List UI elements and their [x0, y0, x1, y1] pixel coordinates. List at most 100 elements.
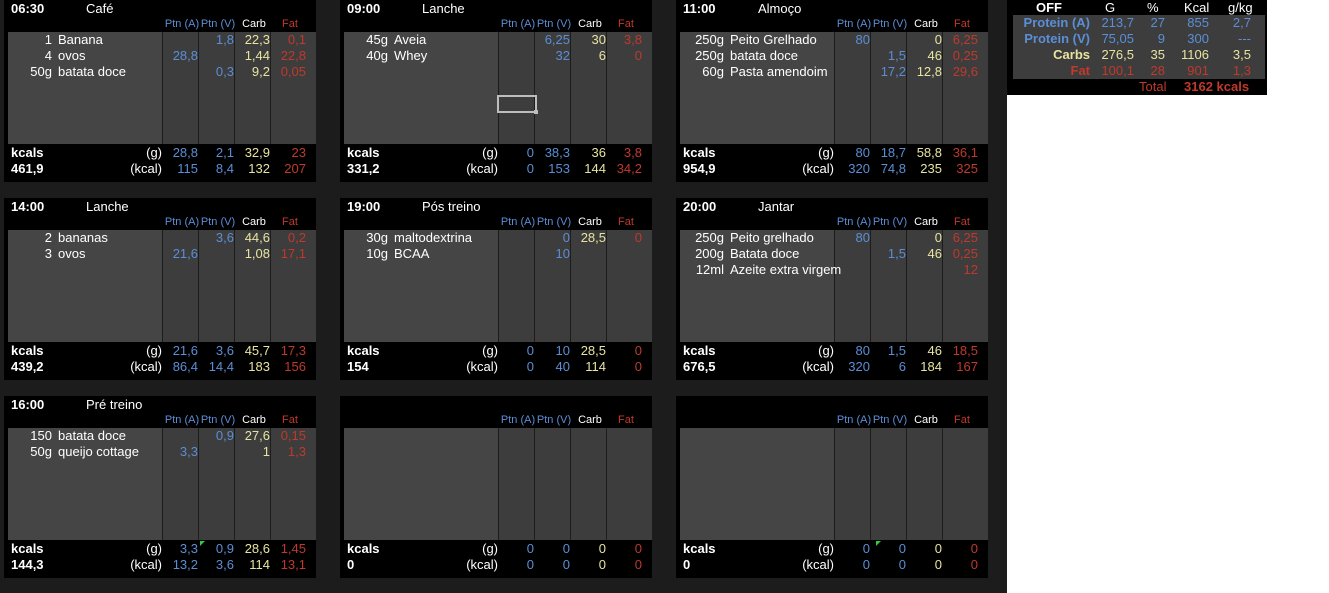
food-name[interactable]: Peito Grelhado [730, 32, 817, 47]
food-fat-value[interactable]: 0,15 [280, 428, 306, 443]
food-name[interactable]: Whey [394, 48, 428, 63]
meal-name[interactable]: Lanche [422, 1, 465, 16]
food-row[interactable]: 45g Aveia 6,25 30 3,8 [344, 32, 652, 48]
food-quantity[interactable]: 4 [44, 48, 52, 63]
food-quantity[interactable]: 3 [44, 246, 52, 261]
food-quantity[interactable]: 40g [366, 48, 388, 63]
food-carb-value[interactable]: 22,3 [244, 32, 270, 47]
meal-name[interactable]: Pré treino [86, 397, 143, 412]
food-name[interactable]: batata doce [730, 48, 798, 63]
food-quantity[interactable]: 50g [30, 444, 52, 459]
food-row[interactable]: 10g BCAA 10 [344, 246, 652, 262]
food-quantity[interactable]: 150 [30, 428, 52, 443]
food-name[interactable]: ovos [58, 48, 86, 63]
food-carb-value[interactable]: 1 [262, 444, 270, 459]
meal-time[interactable]: 19:00 [347, 199, 381, 214]
meal-time[interactable]: 16:00 [11, 397, 45, 412]
food-carb-value[interactable]: 44,6 [244, 230, 270, 245]
meal-time[interactable]: 09:00 [347, 1, 381, 16]
food-row[interactable]: 250g Peito grelhado 80 0 6,25 [680, 230, 988, 246]
food-row[interactable]: 40g Whey 32 6 0 [344, 48, 652, 64]
food-name[interactable]: Batata doce [730, 246, 800, 261]
food-row[interactable]: 150 batata doce 0,9 27,6 0,15 [8, 428, 316, 444]
food-pv-value[interactable]: 6,25 [544, 32, 570, 47]
food-name[interactable]: Peito grelhado [730, 230, 814, 245]
food-pv-value[interactable]: 3,6 [215, 230, 234, 245]
food-carb-value[interactable]: 0 [934, 230, 942, 245]
food-pv-value[interactable]: 0,3 [215, 64, 234, 79]
food-row[interactable]: 4 ovos 28,8 1,44 22,8 [8, 48, 316, 64]
food-carb-value[interactable]: 12,8 [916, 64, 942, 79]
food-name[interactable]: batata doce [58, 64, 126, 79]
food-carb-value[interactable]: 6 [598, 48, 606, 63]
food-fat-value[interactable]: 29,6 [952, 64, 978, 79]
food-name[interactable]: Azeite extra virgem [730, 262, 842, 277]
food-fat-value[interactable]: 12 [963, 262, 978, 277]
food-pa-value[interactable]: 80 [855, 230, 870, 245]
meal-time[interactable]: 11:00 [683, 1, 716, 16]
food-quantity[interactable]: 250g [695, 48, 724, 63]
food-fat-value[interactable]: 6,25 [952, 32, 978, 47]
food-name[interactable]: batata doce [58, 428, 126, 443]
food-name[interactable]: BCAA [394, 246, 430, 261]
food-quantity[interactable]: 250g [695, 230, 724, 245]
food-name[interactable]: queijo cottage [58, 444, 139, 459]
food-quantity[interactable]: 1 [44, 32, 52, 47]
food-carb-value[interactable]: 46 [927, 48, 942, 63]
food-carb-value[interactable]: 1,44 [244, 48, 270, 63]
meal-time[interactable]: 20:00 [683, 199, 717, 214]
food-pv-value[interactable]: 0,9 [215, 428, 234, 443]
food-name[interactable]: Aveia [394, 32, 427, 47]
food-quantity[interactable]: 50g [30, 64, 52, 79]
food-pv-value[interactable]: 17,2 [880, 64, 906, 79]
food-name[interactable]: maltodextrina [394, 230, 473, 245]
meal-name[interactable]: Lanche [86, 199, 129, 214]
meal-name[interactable]: Almoço [758, 1, 802, 16]
food-fat-value[interactable]: 1,3 [287, 444, 306, 459]
food-fat-value[interactable]: 22,8 [280, 48, 306, 63]
meal-name[interactable]: Pós treino [422, 199, 481, 214]
food-fat-value[interactable]: 0 [634, 230, 642, 245]
food-fat-value[interactable]: 0,25 [952, 246, 978, 261]
food-quantity[interactable]: 200g [695, 246, 724, 261]
food-row[interactable]: 250g batata doce 1,5 46 0,25 [680, 48, 988, 64]
food-row[interactable]: 2 bananas 3,6 44,6 0,2 [8, 230, 316, 246]
food-pv-value[interactable]: 1,5 [887, 48, 906, 63]
food-row[interactable]: 1 Banana 1,8 22,3 0,1 [8, 32, 316, 48]
food-quantity[interactable]: 45g [366, 32, 388, 47]
food-row[interactable]: 50g queijo cottage 3,3 1 1,3 [8, 444, 316, 460]
food-pv-value[interactable]: 1,5 [887, 246, 906, 261]
food-fat-value[interactable]: 0,25 [952, 48, 978, 63]
food-quantity[interactable]: 60g [702, 64, 724, 79]
food-carb-value[interactable]: 28,5 [580, 230, 606, 245]
food-name[interactable]: bananas [58, 230, 108, 245]
selected-cell-cursor[interactable] [497, 95, 538, 114]
food-fat-value[interactable]: 0,1 [287, 32, 306, 47]
food-carb-value[interactable]: 0 [934, 32, 942, 47]
food-quantity[interactable]: 250g [695, 32, 724, 47]
food-row[interactable]: 30g maltodextrina 0 28,5 0 [344, 230, 652, 246]
food-fat-value[interactable]: 3,8 [623, 32, 642, 47]
food-carb-value[interactable]: 9,2 [251, 64, 270, 79]
food-fat-value[interactable]: 6,25 [952, 230, 978, 245]
food-row[interactable]: 50g batata doce 0,3 9,2 0,05 [8, 64, 316, 80]
meal-name[interactable]: Jantar [758, 199, 795, 214]
food-name[interactable]: ovos [58, 246, 86, 261]
food-fat-value[interactable]: 0 [634, 48, 642, 63]
food-fat-value[interactable]: 17,1 [280, 246, 306, 261]
food-pa-value[interactable]: 21,6 [172, 246, 198, 261]
meal-time[interactable]: 06:30 [11, 1, 45, 16]
food-carb-value[interactable]: 27,6 [244, 428, 270, 443]
food-pv-value[interactable]: 1,8 [215, 32, 234, 47]
food-row[interactable]: 60g Pasta amendoim 17,2 12,8 29,6 [680, 64, 988, 80]
food-carb-value[interactable]: 1,08 [244, 246, 270, 261]
food-row[interactable]: 200g Batata doce 1,5 46 0,25 [680, 246, 988, 262]
food-name[interactable]: Pasta amendoim [730, 64, 828, 79]
food-fat-value[interactable]: 0,05 [280, 64, 306, 79]
food-row[interactable]: 250g Peito Grelhado 80 0 6,25 [680, 32, 988, 48]
meal-time[interactable]: 14:00 [11, 199, 45, 214]
food-pa-value[interactable]: 80 [855, 32, 870, 47]
food-name[interactable]: Banana [58, 32, 103, 47]
food-pv-value[interactable]: 0 [562, 230, 570, 245]
food-pv-value[interactable]: 32 [555, 48, 570, 63]
